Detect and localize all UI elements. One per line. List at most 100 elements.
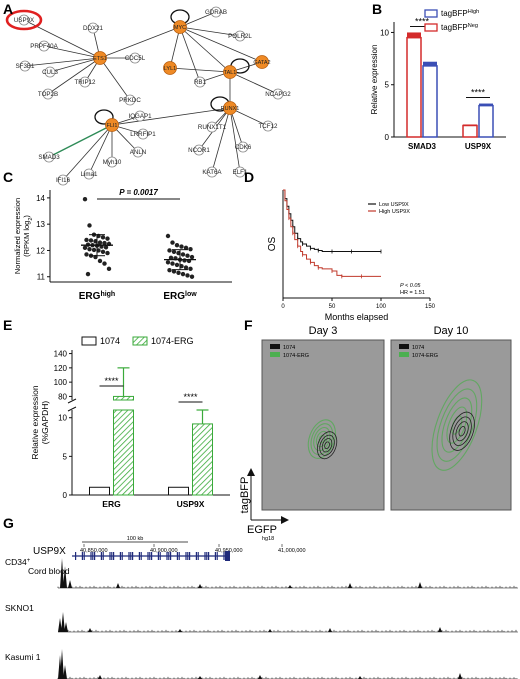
signal-peak bbox=[178, 629, 182, 632]
x-tick-label: SMAD3 bbox=[408, 142, 437, 151]
x-tick-label: ERGlow bbox=[163, 291, 197, 303]
bar bbox=[478, 104, 494, 138]
legend-swatch bbox=[424, 9, 438, 18]
network-diagram: USP9X DDX21 CDC5L GDRAB POLR2L PRPF40A SF3B1 CU… bbox=[5, 6, 291, 186]
legend-label: 1074-ERG bbox=[412, 353, 438, 359]
network-edge bbox=[99, 26, 181, 59]
network-edge bbox=[48, 124, 113, 158]
hub-node bbox=[163, 61, 177, 75]
black-contour bbox=[316, 431, 338, 460]
green-contour bbox=[310, 423, 334, 456]
data-point bbox=[105, 250, 110, 256]
hub-label: MYC bbox=[174, 25, 186, 31]
hub-label: FLI1 bbox=[106, 123, 117, 129]
green-contour bbox=[307, 419, 337, 459]
gene-node bbox=[106, 156, 118, 168]
hub-label: RUNX1 bbox=[221, 106, 240, 112]
y-tick-label: 5 bbox=[63, 452, 68, 461]
signal-peak bbox=[268, 629, 272, 632]
gene-label: LRRFIP1 bbox=[130, 131, 156, 138]
gene-label: CDC5L bbox=[125, 55, 146, 62]
black-contour bbox=[449, 411, 475, 451]
highlight-circle bbox=[5, 9, 43, 31]
exon bbox=[223, 552, 225, 560]
signal-peak bbox=[58, 618, 62, 632]
exon bbox=[197, 552, 199, 560]
flow-cytometry-f: Day 3 1074 1074-ERG Day 10 1074 1074-ERG tagBF… bbox=[239, 325, 512, 536]
data-point bbox=[189, 274, 195, 279]
y-axis-label: Relative expression bbox=[30, 385, 40, 459]
bar bbox=[422, 65, 438, 138]
x-tick-label: ERGhigh bbox=[79, 291, 115, 303]
data-point bbox=[102, 261, 107, 266]
data-point bbox=[100, 249, 106, 254]
gene-label: IFI16 bbox=[56, 177, 71, 184]
exon bbox=[140, 552, 142, 560]
coord-label: 40,850,000 bbox=[80, 548, 108, 554]
data-point bbox=[105, 236, 110, 241]
network-edge bbox=[179, 26, 241, 37]
data-point bbox=[103, 245, 109, 250]
legend-label: High USP9X bbox=[379, 209, 410, 215]
black-contour bbox=[321, 438, 333, 453]
y-tick-label: 0 bbox=[63, 491, 68, 500]
y-tick-label: 12 bbox=[36, 246, 45, 255]
gene-node bbox=[124, 94, 136, 106]
gene-label: POLR2L bbox=[228, 33, 252, 40]
gene-node bbox=[44, 66, 56, 78]
gene-node bbox=[19, 60, 31, 72]
legend-swatch bbox=[399, 352, 409, 357]
network-edge bbox=[169, 67, 231, 73]
gene-label: TOP2B bbox=[38, 91, 58, 98]
gene-node bbox=[43, 151, 55, 163]
exon bbox=[157, 552, 159, 560]
scatter-chart-c: 11 12 13 14 Normalized expression (RPKM log2)… bbox=[13, 188, 232, 302]
exon bbox=[206, 552, 208, 560]
data-point bbox=[170, 240, 175, 245]
data-point bbox=[82, 197, 88, 202]
coord-label: 40,900,000 bbox=[150, 548, 178, 554]
y-tick-label: 80 bbox=[58, 392, 67, 401]
exon bbox=[113, 552, 115, 560]
pvalue-label: P = 0.0017 bbox=[119, 188, 158, 197]
exon bbox=[81, 552, 83, 560]
data-point bbox=[174, 243, 180, 248]
legend-label: tagBFPNeg bbox=[441, 23, 478, 32]
hub-label: ETS1 bbox=[93, 56, 107, 62]
gene-label: TCF12 bbox=[259, 123, 278, 130]
network-edge bbox=[211, 107, 231, 173]
gene-label: ANLN bbox=[130, 149, 147, 156]
gene-label: NCOR1 bbox=[188, 147, 210, 154]
bar bbox=[113, 409, 134, 496]
data-point bbox=[100, 235, 106, 240]
signal-peak bbox=[258, 675, 262, 679]
error-bar bbox=[423, 61, 437, 66]
data-point bbox=[167, 248, 172, 253]
network-edge bbox=[24, 57, 101, 67]
sig-stars: **** bbox=[471, 88, 486, 98]
data-point bbox=[168, 255, 174, 261]
x-axis-label: Months elapsed bbox=[325, 312, 389, 322]
x-tick-label: ERG bbox=[102, 499, 121, 509]
data-point bbox=[91, 247, 97, 253]
hub-node bbox=[173, 20, 187, 34]
legend-label: 1074-ERG bbox=[151, 336, 194, 346]
gene-name: USP9X bbox=[33, 546, 66, 557]
network-edge bbox=[229, 107, 269, 127]
data-point bbox=[171, 249, 177, 254]
panel-letter-f: F bbox=[244, 317, 253, 333]
hub-node bbox=[105, 118, 119, 132]
data-point bbox=[84, 252, 89, 257]
gene-node bbox=[206, 121, 218, 133]
sig-stars: **** bbox=[183, 392, 198, 402]
data-point bbox=[174, 262, 180, 268]
gene-node bbox=[79, 76, 91, 88]
data-point bbox=[87, 246, 92, 252]
network-edge bbox=[88, 124, 113, 175]
data-point bbox=[87, 223, 92, 228]
track-label: Kasumi 1 bbox=[5, 652, 41, 662]
data-point bbox=[167, 267, 172, 273]
x-tick-label: 50 bbox=[329, 304, 336, 310]
